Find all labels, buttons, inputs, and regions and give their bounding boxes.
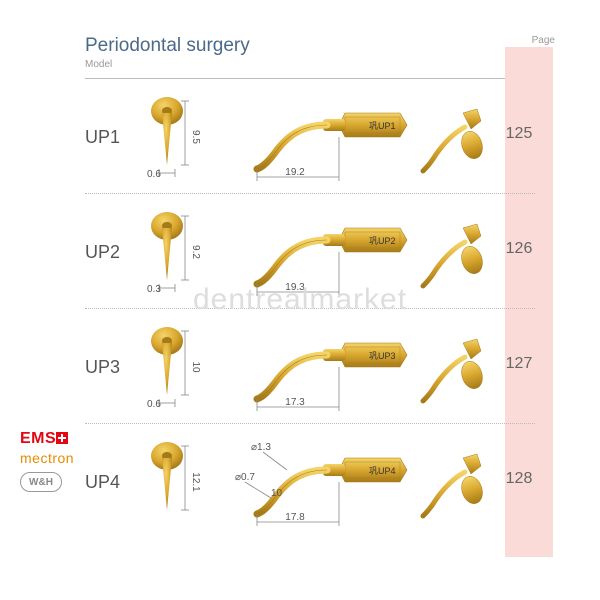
front-view-diagram: 9.5 0.6 [145, 93, 215, 183]
model-code: UP4 [85, 472, 120, 493]
svg-text:0.6: 0.6 [147, 399, 161, 410]
section-title: Periodontal surgery [85, 35, 545, 57]
svg-text:17.8: 17.8 [285, 512, 305, 523]
page-number: 126 [501, 240, 537, 258]
svg-text:巩UP4: 巩UP4 [369, 466, 396, 476]
svg-text:12.1: 12.1 [190, 472, 201, 492]
svg-text:0.6: 0.6 [147, 169, 161, 180]
product-row: UP2 9.2 0.3 巩UP2 19.3 [85, 194, 535, 309]
tilted-view-diagram [415, 444, 485, 524]
page-number: 128 [501, 470, 537, 488]
svg-text:9.2: 9.2 [190, 245, 201, 259]
svg-text:10: 10 [271, 488, 283, 499]
svg-text:⌀0.7: ⌀0.7 [235, 472, 255, 483]
product-row: UP3 10 0.6 巩UP3 17.3 [85, 309, 535, 424]
column-model-label: Model [85, 59, 545, 70]
side-view-diagram: 巩UP3 17.3 [235, 325, 415, 415]
column-page-label: Page [532, 35, 555, 46]
page-number: 127 [501, 355, 537, 373]
brand-mectron: mectron [20, 450, 74, 466]
brand-wh: W&H [20, 472, 62, 492]
front-view-diagram: 12.1 [145, 438, 215, 528]
side-view-diagram: 巩UP2 19.3 [235, 210, 415, 300]
svg-text:⌀1.3: ⌀1.3 [251, 442, 271, 453]
tilted-view-diagram [415, 214, 485, 294]
swiss-flag-icon [56, 432, 68, 444]
product-row: UP4 12.1 巩UP4 17.8 ⌀1.3 [85, 424, 535, 539]
svg-text:巩UP1: 巩UP1 [369, 121, 396, 131]
svg-text:巩UP3: 巩UP3 [369, 351, 396, 361]
tilted-view-diagram [415, 329, 485, 409]
product-row: UP1 9.5 0.6 巩UP1 19.2 [85, 79, 535, 194]
svg-text:17.3: 17.3 [285, 397, 305, 408]
svg-text:0.3: 0.3 [147, 284, 161, 295]
svg-text:19.3: 19.3 [285, 282, 305, 293]
model-code: UP2 [85, 242, 120, 263]
tilted-view-diagram [415, 99, 485, 179]
svg-text:9.5: 9.5 [190, 130, 201, 144]
front-view-diagram: 10 0.6 [145, 323, 215, 413]
front-view-diagram: 9.2 0.3 [145, 208, 215, 298]
model-code: UP3 [85, 357, 120, 378]
model-code: UP1 [85, 127, 120, 148]
svg-text:10: 10 [190, 361, 201, 373]
page-number: 125 [501, 125, 537, 143]
svg-text:19.2: 19.2 [285, 167, 305, 178]
side-view-diagram: 巩UP1 19.2 [235, 95, 415, 185]
brand-logos: EMS mectron W&H [20, 430, 74, 492]
brand-ems: EMS [20, 430, 56, 447]
svg-text:巩UP2: 巩UP2 [369, 236, 396, 246]
side-view-diagram: 巩UP4 17.8 ⌀1.3 ⌀0.7 10 [235, 440, 415, 530]
